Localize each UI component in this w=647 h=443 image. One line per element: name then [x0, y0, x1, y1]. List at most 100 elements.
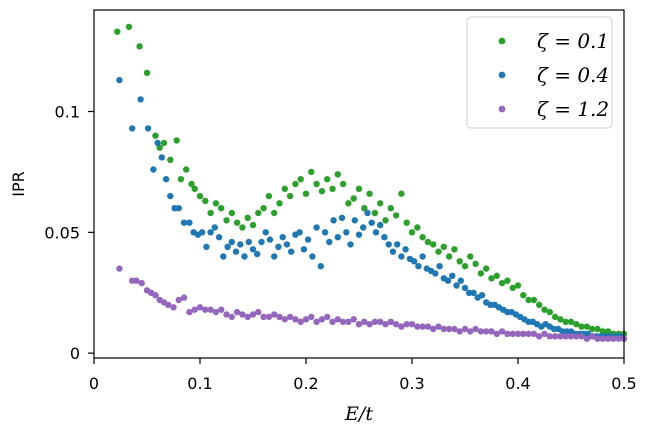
- data-point: [170, 304, 177, 311]
- data-point: [318, 316, 326, 323]
- data-point: [167, 192, 174, 200]
- data-point: [286, 313, 294, 321]
- legend-box: [466, 16, 613, 129]
- data-point: [470, 289, 477, 296]
- data-point: [308, 168, 315, 176]
- data-point: [330, 217, 337, 224]
- data-point: [435, 248, 442, 255]
- data-point: [530, 330, 538, 337]
- data-point: [504, 330, 511, 337]
- data-point: [196, 192, 204, 200]
- x-tick-label: 0.3: [399, 374, 424, 393]
- legend-marker: [498, 71, 506, 79]
- data-point: [156, 144, 163, 151]
- data-point: [424, 323, 432, 330]
- x-axis: 0 0.1 0.2 0.3 0.4 0.5: [89, 358, 637, 393]
- data-point: [371, 209, 379, 217]
- data-point: [366, 321, 373, 328]
- data-point: [249, 246, 257, 253]
- data-point: [244, 313, 251, 321]
- x-tick-label: 0.5: [611, 374, 636, 393]
- data-point: [262, 229, 269, 236]
- data-point: [177, 176, 185, 183]
- data-point: [232, 248, 240, 255]
- data-point: [191, 185, 198, 192]
- data-point: [198, 229, 206, 236]
- data-point: [207, 209, 214, 217]
- data-point: [573, 333, 580, 340]
- data-point: [313, 180, 320, 188]
- y-tick-label: 0: [70, 344, 80, 363]
- data-point: [244, 214, 251, 221]
- data-point: [361, 318, 368, 325]
- data-point: [223, 311, 230, 318]
- data-point: [207, 306, 214, 313]
- data-point: [223, 217, 230, 224]
- data-point: [424, 238, 432, 246]
- data-point: [567, 333, 575, 340]
- data-point: [309, 253, 316, 260]
- data-point: [472, 325, 479, 333]
- data-point: [302, 190, 310, 197]
- data-point: [152, 292, 159, 299]
- data-point: [467, 328, 474, 335]
- data-point: [239, 311, 246, 318]
- data-point: [382, 321, 389, 328]
- marks-layer: [114, 23, 628, 342]
- data-point: [382, 217, 389, 224]
- data-point: [343, 229, 350, 236]
- data-point: [288, 248, 295, 255]
- data-point: [472, 260, 479, 267]
- data-point: [610, 335, 617, 342]
- data-point: [265, 313, 273, 321]
- data-point: [175, 205, 182, 212]
- data-point: [414, 323, 421, 330]
- data-point: [562, 318, 569, 325]
- data-point: [125, 23, 133, 31]
- data-point: [403, 219, 410, 226]
- data-point: [202, 306, 209, 313]
- data-point: [218, 205, 225, 212]
- data-point: [345, 200, 352, 207]
- data-point: [615, 335, 622, 342]
- data-point: [488, 328, 495, 335]
- data-point: [233, 219, 241, 226]
- data-point: [313, 224, 320, 231]
- data-point: [604, 335, 612, 342]
- data-point: [215, 234, 223, 241]
- data-point: [394, 241, 401, 248]
- x-axis-label: E/t: [344, 403, 373, 425]
- data-point: [398, 253, 405, 260]
- data-point: [260, 205, 267, 212]
- data-point: [557, 333, 564, 340]
- data-point: [467, 253, 474, 260]
- data-point: [551, 313, 559, 321]
- data-point: [334, 316, 341, 323]
- data-point: [387, 205, 394, 212]
- data-point: [392, 212, 400, 219]
- data-point: [324, 313, 331, 321]
- data-point: [415, 263, 422, 270]
- data-point: [498, 328, 506, 335]
- data-point: [594, 325, 601, 333]
- data-point: [578, 323, 585, 330]
- y-tick-label: 0.1: [55, 103, 80, 122]
- series-0: [114, 23, 628, 337]
- data-point: [360, 224, 367, 231]
- data-point: [114, 28, 121, 35]
- data-point: [430, 325, 437, 333]
- data-point: [483, 265, 490, 272]
- data-point: [175, 296, 182, 304]
- legend-marker: [498, 37, 506, 45]
- data-point: [334, 171, 341, 178]
- data-point: [304, 236, 312, 243]
- data-point: [377, 318, 384, 325]
- data-point: [224, 243, 231, 250]
- data-point: [276, 313, 283, 321]
- x-tick-label: 0.1: [187, 374, 212, 393]
- data-point: [389, 248, 397, 255]
- data-point: [196, 304, 204, 311]
- data-point: [116, 265, 123, 272]
- data-point: [129, 125, 136, 132]
- data-point: [435, 323, 442, 330]
